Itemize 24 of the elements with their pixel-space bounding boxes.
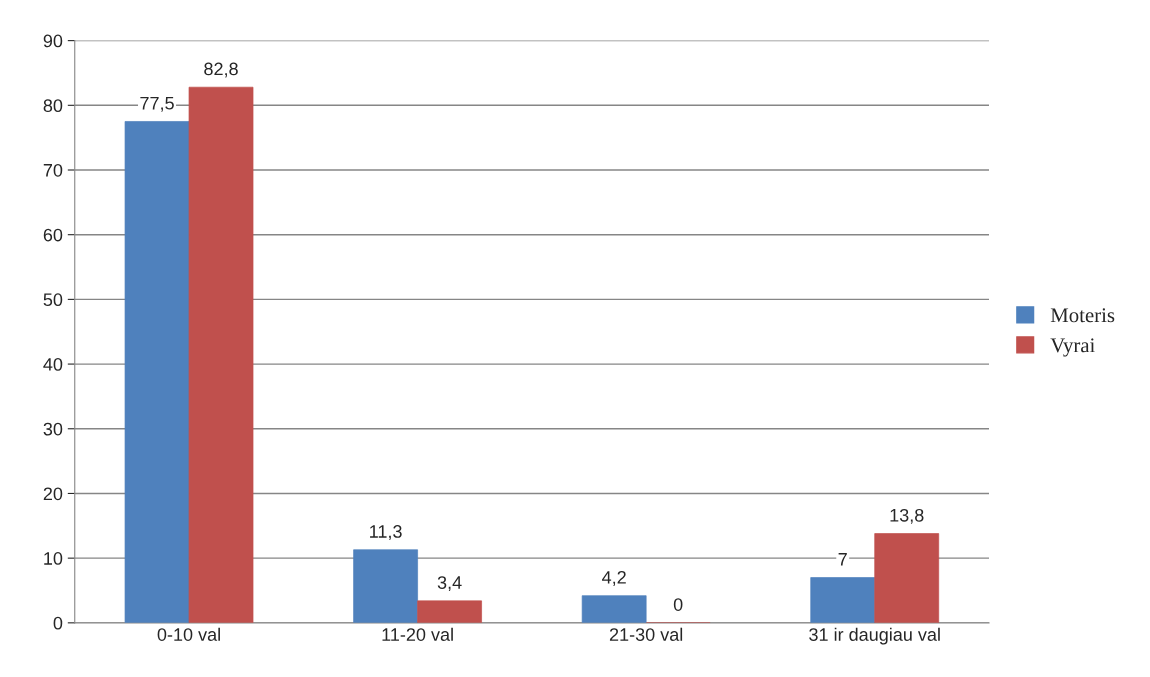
legend-label: Vyrai: [1050, 338, 1095, 357]
data-label: 13,8: [890, 508, 924, 524]
y-tick-label: 0: [53, 616, 63, 630]
data-label: 3,4: [437, 576, 462, 592]
y-tick-label: 90: [43, 34, 63, 48]
x-tick-label: 11-20 val: [382, 627, 453, 641]
y-tick-label: 40: [43, 358, 63, 371]
data-label: 82,8: [204, 62, 238, 78]
y-tick-label: 50: [43, 293, 63, 307]
y-tick-label: 20: [43, 487, 63, 501]
x-tick-label: 21-30 val: [609, 627, 683, 641]
data-label: 4,2: [602, 570, 626, 586]
y-tick-label: 30: [43, 422, 63, 436]
x-tick-label: 0-10 val: [157, 627, 220, 641]
y-tick-label: 70: [43, 163, 63, 177]
data-label: 7: [838, 553, 847, 566]
x-tick-label: 31 ir daugiau val: [809, 627, 940, 645]
data-label: 0: [673, 598, 683, 611]
data-label: 77,5: [140, 96, 174, 112]
y-tick-label: 60: [43, 228, 63, 242]
legend-label: Moteris: [1050, 308, 1115, 323]
y-tick-label: 10: [44, 552, 63, 565]
data-label: 11,3: [370, 525, 402, 540]
y-tick-label: 80: [43, 99, 63, 113]
